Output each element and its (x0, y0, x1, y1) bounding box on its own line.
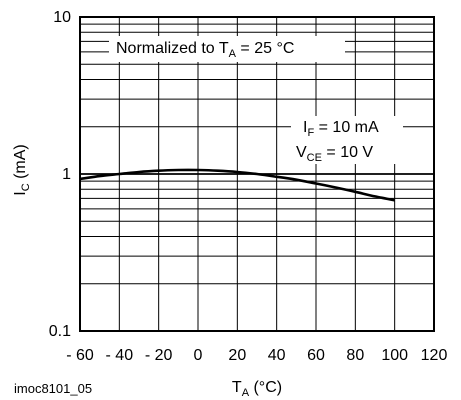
svg-text:IF = 10 mA: IF = 10 mA (303, 119, 379, 139)
svg-text:Normalized to TA = 25 °C: Normalized to TA = 25 °C (116, 40, 294, 60)
annotation-vce-main: V (296, 144, 307, 161)
x-axis-label-main: T (232, 379, 242, 396)
series-line (79, 168, 395, 202)
x-tick-label: 120 (421, 347, 448, 364)
x-axis-label: TA (°C) (232, 379, 282, 399)
annotation-vce-post: = 10 V (322, 144, 373, 161)
x-axis-label-sub: A (242, 387, 250, 399)
x-tick-label: 100 (381, 347, 408, 364)
annotation-vce-sub: CE (307, 152, 322, 164)
x-axis-label-rest: (°C) (249, 379, 282, 396)
y-tick-label: 0.1 (49, 323, 71, 340)
svg-text:VCE = 10 V: VCE = 10 V (296, 144, 373, 164)
x-tick-label: - 60 (66, 347, 94, 364)
x-tick-label: - 40 (106, 347, 134, 364)
annotation-if-post: = 10 mA (314, 119, 379, 136)
x-tick-label: - 20 (145, 347, 173, 364)
annotation-if-main: I (303, 119, 307, 136)
y-axis-label-sub: C (20, 183, 32, 191)
annotation-normalized-sub: A (229, 48, 237, 60)
x-tick-label: 20 (228, 347, 246, 364)
x-tick-label: 0 (194, 347, 203, 364)
annotation-conditions: IF = 10 mA VCE = 10 V (291, 116, 403, 164)
x-tick-label: 40 (268, 347, 286, 364)
x-tick-label: 60 (307, 347, 325, 364)
plot-frame (79, 16, 435, 332)
y-axis-label-main: I (12, 191, 29, 195)
annotation-normalized-pre: Normalized to T (116, 40, 229, 57)
y-axis-label: IC (mA) (12, 144, 32, 196)
y-tick-label: 10 (53, 9, 71, 26)
x-tick-labels: - 60 - 40 - 20 0 20 40 60 80 100 120 (66, 347, 447, 364)
y-tick-labels: 10 1 0.1 (49, 9, 71, 340)
figure-id: imoc8101_05 (14, 381, 92, 396)
annotation-normalized: Normalized to TA = 25 °C (109, 36, 345, 62)
x-tick-label: 80 (346, 347, 364, 364)
y-tick-label: 1 (62, 166, 71, 183)
annotation-if-sub: F (307, 127, 314, 139)
annotation-normalized-post: = 25 °C (236, 40, 294, 57)
y-axis-label-rest: (mA) (12, 144, 29, 183)
